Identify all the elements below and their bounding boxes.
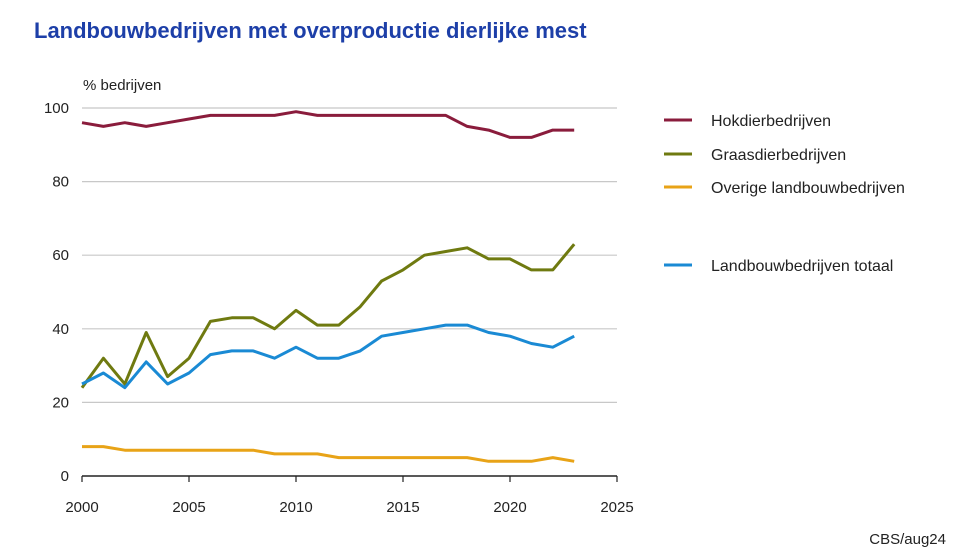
y-tick-label: 80 — [52, 174, 69, 191]
x-tick-label: 2000 — [65, 499, 98, 516]
series-line-1 — [80, 243, 576, 389]
series-line-0 — [81, 110, 575, 139]
x-tick-label: 2015 — [386, 499, 419, 516]
y-axis-label: % bedrijven — [83, 77, 161, 94]
legend: Hokdierbedrijven Graasdierbedrijven Overig… — [664, 113, 905, 275]
chart-title: Landbouwbedrijven met overproductie dier… — [34, 18, 587, 43]
source-note: CBS/aug24 — [869, 531, 946, 548]
axes: 0 20 40 60 80 100 2000 2005 2010 2015 2020 2025 — [44, 100, 634, 516]
legend-label: Hokdierbedrijven — [711, 113, 831, 130]
y-tick-label: 0 — [61, 468, 69, 485]
series-line-2 — [82, 445, 575, 463]
legend-label: Landbouwbedrijven totaal — [711, 258, 893, 275]
x-tick-label: 2010 — [279, 499, 312, 516]
series-lines — [80, 110, 576, 463]
y-tick-label: 100 — [44, 100, 69, 117]
y-tick-label: 60 — [52, 247, 69, 264]
y-tick-label: 20 — [52, 394, 69, 411]
gridlines — [82, 107, 617, 477]
x-tick-label: 2005 — [172, 499, 205, 516]
x-tick-label: 2025 — [600, 499, 633, 516]
y-tick-label: 40 — [52, 321, 69, 338]
x-tick-label: 2020 — [493, 499, 526, 516]
legend-label: Overige landbouwbedrijven — [711, 180, 905, 197]
series-line-3 — [81, 323, 575, 390]
legend-label: Graasdierbedrijven — [711, 147, 846, 164]
